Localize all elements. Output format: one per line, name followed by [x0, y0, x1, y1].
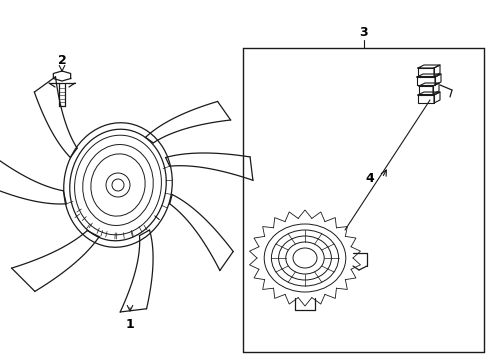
Text: 4: 4 [365, 171, 374, 184]
Text: 1: 1 [125, 319, 134, 332]
Text: 3: 3 [359, 26, 367, 39]
Text: 2: 2 [58, 54, 66, 67]
